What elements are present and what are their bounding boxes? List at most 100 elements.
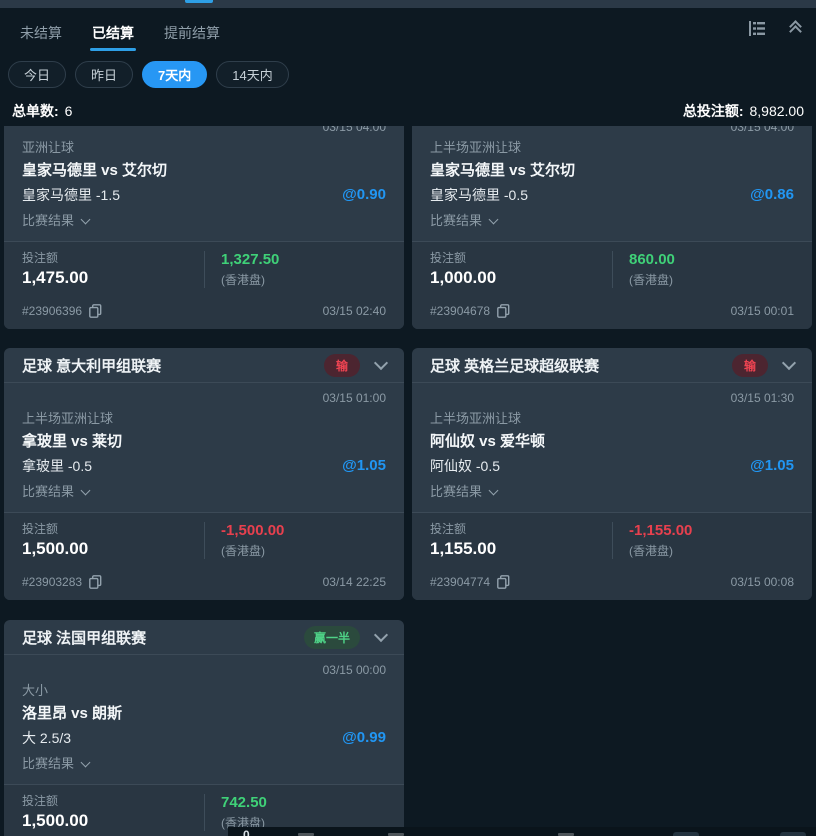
kickoff-time: 03/15 00:00 <box>322 663 386 677</box>
chevron-down-icon[interactable] <box>373 627 389 643</box>
double-chevron-up-icon[interactable] <box>789 19 802 38</box>
copy-icon[interactable] <box>89 304 102 318</box>
match-result-toggle[interactable]: 比赛结果 <box>430 484 794 500</box>
settled-time: 03/15 00:08 <box>730 575 794 589</box>
market-label: 上半场亚洲让球 <box>22 411 114 426</box>
status-badge: 输 <box>323 353 360 377</box>
stake-label: 投注额 <box>430 251 467 265</box>
tab-unsettled[interactable]: 未结算 <box>20 25 62 41</box>
bottom-bar-mark <box>298 833 314 836</box>
payout-value: 860.00 <box>629 251 675 268</box>
bet-card: 03/15 04:00 上半场亚洲让球 皇家马德里 vs 艾尔切 皇家马德里 -… <box>412 126 812 329</box>
market-label: 亚洲让球 <box>22 140 75 155</box>
match-result-label: 比赛结果 <box>430 484 483 499</box>
payout-value: -1,500.00 <box>221 522 285 539</box>
status-badge: 输 <box>731 353 768 377</box>
total-orders-label: 总单数: <box>12 103 59 119</box>
match-result-label: 比赛结果 <box>22 213 75 228</box>
bet-card: 足球 法国甲组联赛 赢一半 03/15 00:00 大小 洛里昂 vs 朗斯 大… <box>4 620 404 836</box>
total-orders: 总单数: 6 <box>12 101 72 121</box>
bottom-bar-mark <box>388 833 404 836</box>
chevron-down-icon[interactable] <box>781 355 797 371</box>
kickoff-time: 03/15 04:00 <box>730 126 794 134</box>
match-teams: 阿仙奴 vs 爱华顿 <box>430 433 546 450</box>
total-stake: 总投注额: 8,982.00 <box>683 101 804 121</box>
filter-14days[interactable]: 14天内 <box>216 61 289 88</box>
match-result-toggle[interactable]: 比赛结果 <box>430 213 794 229</box>
copy-icon[interactable] <box>89 575 102 589</box>
stake-label: 投注额 <box>22 251 59 265</box>
bet-id: #23903283 <box>22 575 83 589</box>
copy-icon[interactable] <box>497 575 510 589</box>
total-stake-value: 8,982.00 <box>749 103 805 119</box>
total-stake-label: 总投注额: <box>682 103 744 119</box>
bet-selection: 阿仙奴 -0.5 <box>430 458 501 474</box>
bet-id: #23906396 <box>22 304 83 318</box>
copy-icon[interactable] <box>497 304 510 318</box>
league-title: 足球 法国甲组联赛 <box>22 629 147 647</box>
book-type-label: (香港盘) <box>221 816 265 830</box>
match-teams: 拿玻里 vs 莱切 <box>22 433 123 450</box>
chevron-down-icon <box>80 757 91 768</box>
payout-value: 742.50 <box>221 794 267 811</box>
book-type-label: (香港盘) <box>629 273 673 287</box>
filter-7days[interactable]: 7天内 <box>142 61 208 88</box>
bet-selection: 皇家马德里 -1.5 <box>22 187 121 203</box>
settled-time: 03/14 22:25 <box>322 575 386 589</box>
top-bar-sliver <box>0 0 816 8</box>
bottom-bar-mark <box>558 833 574 836</box>
kickoff-time: 03/15 04:00 <box>322 126 386 134</box>
filter-today[interactable]: 今日 <box>8 61 67 88</box>
chevron-down-icon <box>80 214 91 225</box>
bet-selection: 大 2.5/3 <box>22 730 72 746</box>
league-title: 足球 意大利甲组联赛 <box>22 357 162 375</box>
bet-card: 足球 意大利甲组联赛 输 03/15 01:00 上半场亚洲让球 拿玻里 vs … <box>4 348 404 600</box>
bet-odds: @1.05 <box>750 457 794 474</box>
bottom-bar-partial-text: 0 <box>243 828 250 836</box>
header-icons <box>749 19 802 38</box>
stake-label: 投注额 <box>22 794 59 808</box>
bottom-bar-button-top <box>780 832 806 836</box>
stake-label: 投注额 <box>22 522 59 536</box>
top-tab-underline <box>185 0 213 3</box>
bet-id: #23904774 <box>430 575 491 589</box>
status-badge: 赢一半 <box>303 625 360 649</box>
match-result-label: 比赛结果 <box>430 213 483 228</box>
bottom-overlay-sliver: 0 <box>228 827 816 836</box>
chevron-down-icon <box>488 485 499 496</box>
stake-value: 1,000.00 <box>430 268 497 287</box>
match-result-label: 比赛结果 <box>22 484 75 499</box>
stake-value: 1,500.00 <box>22 811 89 830</box>
chevron-down-icon[interactable] <box>373 355 389 371</box>
list-icon[interactable] <box>749 21 767 36</box>
match-teams: 皇家马德里 vs 艾尔切 <box>22 162 168 179</box>
kickoff-time: 03/15 01:30 <box>730 391 794 405</box>
status-tabs: 未结算 已结算 提前结算 <box>0 8 240 58</box>
date-filter-pills: 今日 昨日 7天内 14天内 <box>8 61 289 88</box>
match-result-label: 比赛结果 <box>22 756 75 771</box>
stake-value: 1,500.00 <box>22 539 89 558</box>
bottom-bar-button-top <box>673 832 699 836</box>
league-title: 足球 英格兰足球超级联赛 <box>430 357 600 375</box>
bet-selection: 皇家马德里 -0.5 <box>430 187 529 203</box>
filter-yesterday[interactable]: 昨日 <box>75 61 134 88</box>
market-label: 上半场亚洲让球 <box>430 140 522 155</box>
tab-early-settled[interactable]: 提前结算 <box>164 25 220 41</box>
bet-id: #23904678 <box>430 304 491 318</box>
match-result-toggle[interactable]: 比赛结果 <box>22 484 386 500</box>
chevron-down-icon <box>488 214 499 225</box>
settled-time: 03/15 00:01 <box>730 304 794 318</box>
bet-odds: @0.90 <box>342 186 386 203</box>
book-type-label: (香港盘) <box>221 273 265 287</box>
match-result-toggle[interactable]: 比赛结果 <box>22 756 386 772</box>
bet-cards-scroll-area[interactable]: 03/15 04:00 亚洲让球 皇家马德里 vs 艾尔切 皇家马德里 -1.5… <box>0 126 816 836</box>
book-type-label: (香港盘) <box>629 544 673 558</box>
bet-odds: @0.86 <box>750 186 794 203</box>
match-result-toggle[interactable]: 比赛结果 <box>22 213 386 229</box>
kickoff-time: 03/15 01:00 <box>322 391 386 405</box>
payout-value: 1,327.50 <box>221 251 280 268</box>
stake-value: 1,475.00 <box>22 268 89 287</box>
bet-odds: @0.99 <box>342 729 386 746</box>
bet-card: 足球 英格兰足球超级联赛 输 03/15 01:30 上半场亚洲让球 阿仙奴 v… <box>412 348 812 600</box>
tab-settled[interactable]: 已结算 <box>90 8 136 58</box>
